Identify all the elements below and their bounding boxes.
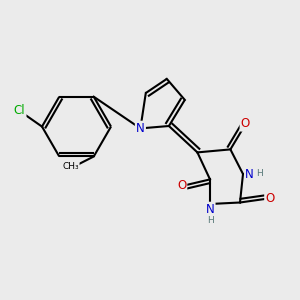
Text: O: O — [241, 117, 250, 130]
Text: O: O — [266, 192, 274, 206]
Text: H: H — [256, 169, 262, 178]
Text: O: O — [177, 179, 186, 192]
Text: N: N — [245, 167, 254, 181]
Text: N: N — [206, 203, 214, 216]
Text: N: N — [136, 122, 145, 135]
Text: H: H — [207, 216, 213, 225]
Text: CH₃: CH₃ — [62, 162, 79, 171]
Text: Cl: Cl — [14, 104, 25, 118]
